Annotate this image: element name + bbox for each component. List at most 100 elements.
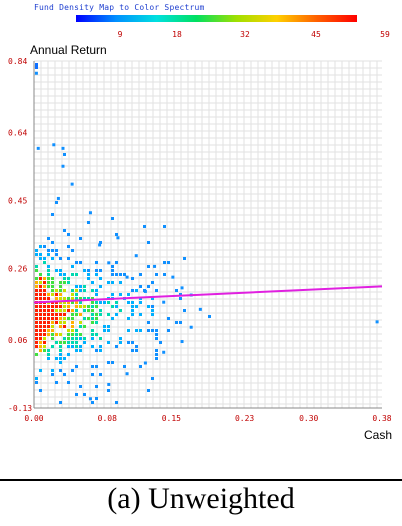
- density-cell: [35, 309, 38, 312]
- density-cell: [71, 289, 74, 292]
- density-cell: [39, 313, 42, 316]
- density-cell: [35, 285, 38, 288]
- density-cell: [43, 261, 46, 264]
- density-cell: [171, 275, 175, 279]
- density-cell: [107, 361, 110, 364]
- density-cell: [119, 281, 122, 284]
- density-cell: [208, 314, 211, 318]
- density-cell: [75, 365, 78, 368]
- density-cell: [119, 309, 122, 312]
- density-cell: [39, 369, 42, 372]
- density-cell: [79, 289, 82, 292]
- density-cell: [59, 341, 62, 344]
- density-cell: [71, 317, 74, 320]
- density-cell: [43, 321, 46, 324]
- density-cell: [115, 345, 118, 348]
- density-cell: [39, 277, 42, 280]
- density-cell: [35, 305, 38, 308]
- density-cell: [99, 337, 102, 340]
- density-cell: [59, 293, 62, 296]
- density-cell: [75, 337, 78, 340]
- density-cell: [39, 389, 42, 392]
- density-cell: [115, 313, 118, 316]
- density-cell: [87, 305, 90, 308]
- density-cell: [47, 277, 50, 280]
- density-cell: [99, 269, 102, 272]
- density-cell: [180, 286, 184, 290]
- density-cell: [51, 337, 54, 340]
- density-cell: [107, 341, 110, 344]
- density-cell: [87, 273, 90, 276]
- density-cell: [43, 277, 46, 280]
- density-cell: [198, 307, 202, 311]
- density-cell: [95, 333, 98, 336]
- density-cell: [55, 321, 58, 324]
- density-cell: [63, 289, 66, 292]
- density-cell: [67, 305, 70, 308]
- density-cell: [151, 329, 154, 332]
- density-cell: [67, 277, 70, 280]
- legend-tick-label: 9: [117, 30, 123, 39]
- density-cell: [51, 321, 54, 324]
- density-cell: [99, 373, 102, 376]
- density-cell: [55, 333, 58, 336]
- density-cell: [107, 329, 110, 332]
- density-cell: [35, 325, 38, 328]
- density-cell: [43, 293, 46, 296]
- density-cell: [39, 309, 42, 312]
- density-cell: [131, 309, 134, 312]
- density-cell: [71, 297, 74, 300]
- density-cell: [67, 309, 70, 312]
- y-tick-label: 0.06: [8, 336, 27, 345]
- density-cell: [35, 313, 38, 316]
- density-cell: [67, 301, 70, 304]
- density-cell: [59, 349, 62, 352]
- density-cell: [98, 243, 102, 247]
- density-cell: [115, 261, 118, 264]
- density-cell: [127, 317, 130, 320]
- density-cell: [71, 337, 74, 340]
- y-axis-title: Annual Return: [30, 43, 107, 57]
- density-cell: [35, 381, 38, 384]
- figure-caption: (a) Unweighted: [107, 482, 295, 515]
- density-cell: [51, 369, 54, 372]
- density-cell: [71, 309, 74, 312]
- density-cell: [63, 325, 66, 328]
- y-tick-label: 0.84: [8, 57, 27, 66]
- density-cell: [43, 325, 46, 328]
- density-cell: [111, 217, 114, 220]
- density-cell: [143, 289, 147, 293]
- density-cell: [155, 289, 158, 292]
- density-cell: [35, 281, 38, 284]
- density-cell: [75, 393, 78, 396]
- density-cell: [55, 253, 58, 256]
- density-cell: [35, 269, 38, 272]
- density-cell: [63, 229, 66, 232]
- density-cell: [59, 321, 62, 324]
- density-cell: [55, 341, 58, 344]
- density-cell: [127, 301, 130, 304]
- density-cell: [39, 345, 42, 348]
- density-cell: [111, 293, 114, 296]
- density-cell: [67, 345, 70, 348]
- density-cell: [51, 285, 54, 288]
- density-cell: [115, 273, 118, 276]
- density-cell: [55, 357, 58, 360]
- density-cell: [36, 146, 40, 150]
- density-cell: [51, 329, 54, 332]
- density-cell: [175, 289, 178, 292]
- density-cell: [71, 341, 74, 344]
- density-cell: [107, 389, 110, 392]
- density-cell: [51, 257, 54, 260]
- density-cell: [47, 237, 50, 240]
- density-cell: [47, 329, 50, 332]
- density-cell: [55, 269, 58, 272]
- density-cell: [75, 341, 78, 344]
- density-cell: [71, 313, 74, 316]
- density-cell: [167, 317, 170, 320]
- density-cell: [59, 269, 62, 272]
- density-cell: [67, 245, 70, 248]
- density-cell: [91, 333, 94, 336]
- density-cell: [79, 337, 82, 340]
- density-cell: [87, 317, 90, 320]
